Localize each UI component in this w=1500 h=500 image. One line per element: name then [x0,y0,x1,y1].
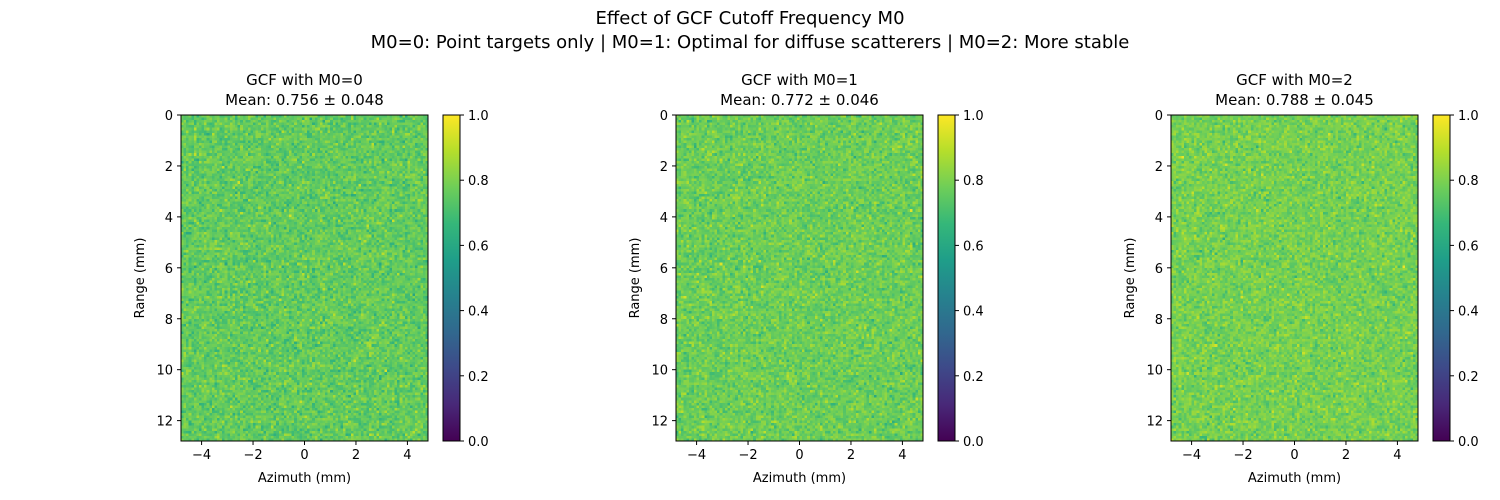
colorbar-tick-label: 0.6 [468,239,489,254]
y-tick-label: 2 [1155,160,1163,175]
colorbar-tick-label: 0.8 [963,174,984,189]
colorbar-tick-label: 1.0 [963,109,984,124]
colorbar-tick-label: 0.6 [963,239,984,254]
colorbar-tick-label: 0.6 [1458,239,1479,254]
colorbar-frame [937,114,956,442]
colorbar-frame [442,114,461,442]
colorbar [938,115,955,441]
colorbar [443,115,460,441]
y-tick-label: 8 [1155,313,1163,328]
heatmap-image [181,115,428,441]
y-tick-label: 12 [156,415,173,430]
panel-subtitle: Mean: 0.772 ± 0.046 [720,91,879,109]
colorbar-tick-label: 0.0 [468,435,489,450]
colorbar-tick-label: 0.4 [468,305,489,320]
colorbar-tick-label: 0.2 [963,370,984,385]
y-tick-label: 4 [165,211,173,226]
y-tick-label: 4 [660,211,668,226]
x-tick-label: −2 [1233,448,1252,463]
y-axis-label: Range (mm) [1123,238,1138,319]
x-tick-label: −4 [1182,448,1201,463]
x-tick-label: 2 [1342,448,1350,463]
x-tick-label: 2 [352,448,360,463]
panel-title: GCF with M0=0 [246,71,363,89]
colorbar-tick-label: 0.0 [963,435,984,450]
y-tick-label: 6 [1155,262,1163,277]
colorbar-tick-label: 0.2 [1458,370,1479,385]
colorbar-tick-label: 0.8 [1458,174,1479,189]
y-tick-label: 6 [165,262,173,277]
x-tick-label: 2 [847,448,855,463]
y-tick-label: 8 [165,313,173,328]
heatmap-panel-1: GCF with M0=1 Mean: 0.772 ± 0.046 −4 −2 0 2 4 A… [628,71,984,486]
colorbar-frame [1432,114,1451,442]
x-tick-label: −2 [243,448,262,463]
x-tick-label: 0 [795,448,803,463]
colorbar-tick-label: 0.8 [468,174,489,189]
figure-suptitle-line1: Effect of GCF Cutoff Frequency M0 [595,8,904,29]
y-tick-label: 0 [660,109,668,124]
colorbar-tick-label: 1.0 [1458,109,1479,124]
colorbar-tick-label: 0.2 [468,370,489,385]
colorbar-tick-label: 0.4 [963,305,984,320]
x-tick-label: 0 [1290,448,1298,463]
y-tick-label: 2 [660,160,668,175]
y-tick-label: 0 [1155,109,1163,124]
x-tick-label: −2 [738,448,757,463]
heatmap-image [676,115,923,441]
y-tick-label: 8 [660,313,668,328]
x-axis-label: Azimuth (mm) [258,471,351,486]
colorbar-tick-label: 0.0 [1458,435,1479,450]
y-axis-label: Range (mm) [133,238,148,319]
y-tick-label: 4 [1155,211,1163,226]
x-tick-label: 4 [898,448,906,463]
x-axis-label: Azimuth (mm) [753,471,846,486]
x-axis-label: Azimuth (mm) [1248,471,1341,486]
colorbar-tick-label: 0.4 [1458,305,1479,320]
panel-title: GCF with M0=1 [741,71,858,89]
panel-title: GCF with M0=2 [1236,71,1353,89]
x-tick-label: 4 [403,448,411,463]
y-tick-label: 0 [165,109,173,124]
heatmap-image [1171,115,1418,441]
colorbar-tick-label: 1.0 [468,109,489,124]
panel-subtitle: Mean: 0.756 ± 0.048 [225,91,384,109]
y-tick-label: 12 [1146,415,1163,430]
x-tick-label: −4 [192,448,211,463]
figure-suptitle-line2: M0=0: Point targets only | M0=1: Optimal… [371,32,1130,53]
y-tick-label: 10 [651,364,668,379]
y-tick-label: 10 [156,364,173,379]
heatmap-panel-0: GCF with M0=0 Mean: 0.756 ± 0.048 −4 −2 0 2 4 A… [133,71,489,486]
y-tick-label: 6 [660,262,668,277]
heatmap-panel-2: GCF with M0=2 Mean: 0.788 ± 0.045 −4 −2 0 2 4 A… [1123,71,1479,486]
x-tick-label: 0 [300,448,308,463]
panel-subtitle: Mean: 0.788 ± 0.045 [1215,91,1374,109]
y-tick-label: 12 [651,415,668,430]
y-tick-label: 2 [165,160,173,175]
y-tick-label: 10 [1146,364,1163,379]
colorbar [1433,115,1450,441]
x-tick-label: 4 [1393,448,1401,463]
x-tick-label: −4 [687,448,706,463]
y-axis-label: Range (mm) [628,238,643,319]
